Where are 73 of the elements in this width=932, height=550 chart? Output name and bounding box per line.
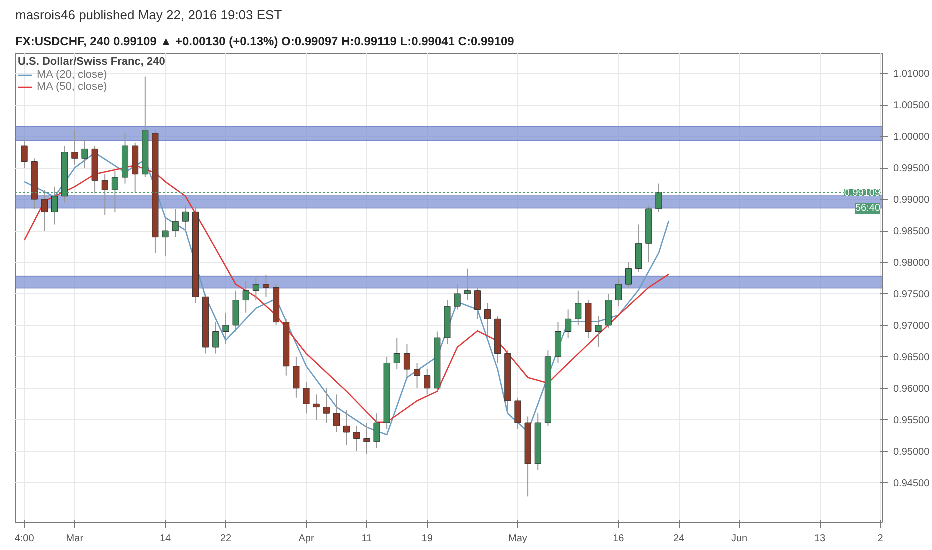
- y-tick-label: 1.00500: [894, 100, 930, 112]
- x-tick-label: 4:00: [14, 534, 35, 544]
- x-tick-label: 2: [878, 534, 884, 544]
- y-tick-label: 0.99500: [894, 164, 930, 175]
- candlestick: [656, 183, 662, 213]
- candlestick: [262, 274, 270, 298]
- x-tick-label: Mar: [66, 534, 84, 544]
- candlestick: [293, 356, 300, 398]
- candlestick: [374, 413, 380, 449]
- y-tick-label: 0.95500: [894, 415, 930, 426]
- candlestick: [514, 397, 522, 430]
- candlestick: [222, 312, 230, 345]
- x-tick-label: May: [508, 534, 528, 544]
- candlestick: [595, 316, 602, 348]
- candlestick: [615, 278, 622, 308]
- candlestick: [454, 284, 461, 310]
- candlestick: [52, 186, 58, 226]
- legend-label: MA (20, close): [37, 69, 108, 81]
- candlestick: [464, 268, 471, 301]
- candlestick: [414, 362, 421, 389]
- x-tick-label: Apr: [298, 534, 315, 544]
- candlestick: [323, 388, 330, 424]
- x-tick-label: 11: [362, 534, 373, 544]
- candlestick: [162, 218, 169, 257]
- x-tick-label: 14: [160, 534, 172, 544]
- candlestick: [333, 394, 340, 433]
- y-tick-label: 1.00000: [894, 132, 930, 144]
- chart-title: masrois46 published May 22, 2016 19:03 EST: [16, 8, 282, 22]
- y-tick-label: 0.94500: [894, 478, 930, 490]
- candlestick: [41, 190, 48, 232]
- candlestick: [303, 382, 310, 414]
- x-tick-label: Jun: [731, 534, 748, 544]
- x-tick-label: 24: [674, 534, 686, 544]
- candlestick: [242, 280, 250, 314]
- y-tick-label: 1.01000: [894, 69, 930, 80]
- candlestick: [252, 278, 260, 301]
- candlestick: [424, 369, 431, 396]
- candlestick: [102, 174, 108, 216]
- candlestick: [172, 208, 179, 238]
- candlestick: [344, 410, 350, 446]
- candlestick: [82, 139, 88, 169]
- candlestick: [474, 287, 481, 320]
- y-tick-label: 0.96000: [894, 384, 930, 395]
- legend-label: MA (50, close): [37, 81, 108, 93]
- y-tick-label: 0.97000: [894, 320, 930, 332]
- candlestick: [21, 139, 28, 169]
- candlestick: [112, 170, 118, 213]
- x-tick-label: 13: [814, 534, 826, 544]
- x-tick-label: 22: [220, 534, 232, 544]
- y-tick-label: 0.95000: [894, 446, 930, 458]
- candlestick: [182, 205, 189, 232]
- candlestick: [484, 302, 492, 336]
- candlestick: [313, 394, 320, 420]
- y-tick-label: 0.96500: [894, 352, 930, 364]
- y-tick-label: 0.99000: [894, 195, 930, 206]
- candlestick: [394, 338, 400, 370]
- annotation: 56:40: [855, 203, 881, 214]
- candlestick: [404, 344, 410, 380]
- candlestick: [625, 262, 632, 288]
- candlestick: [212, 322, 220, 354]
- y-tick-label: 0.98500: [894, 226, 930, 238]
- candlestick: [565, 309, 572, 339]
- legend-title: U.S. Dollar/Swiss Franc, 240: [18, 56, 166, 68]
- y-tick-label: 0.97500: [894, 289, 930, 300]
- candlestick: [72, 130, 78, 166]
- ref-line-label: 0.99109: [844, 188, 881, 200]
- x-tick-label: 16: [613, 534, 625, 544]
- candlestick: [575, 290, 582, 326]
- chart-subtitle: FX:USDCHF, 240 0.99109 ▲ +0.00130 (+0.13%) O:0.99097 H:0.99119 L:0.99041 C:0.99109: [16, 34, 515, 48]
- x-tick-label: 19: [422, 534, 434, 544]
- candlestick: [354, 426, 360, 452]
- y-tick-label: 0.98000: [894, 258, 930, 270]
- candlestick: [364, 422, 370, 456]
